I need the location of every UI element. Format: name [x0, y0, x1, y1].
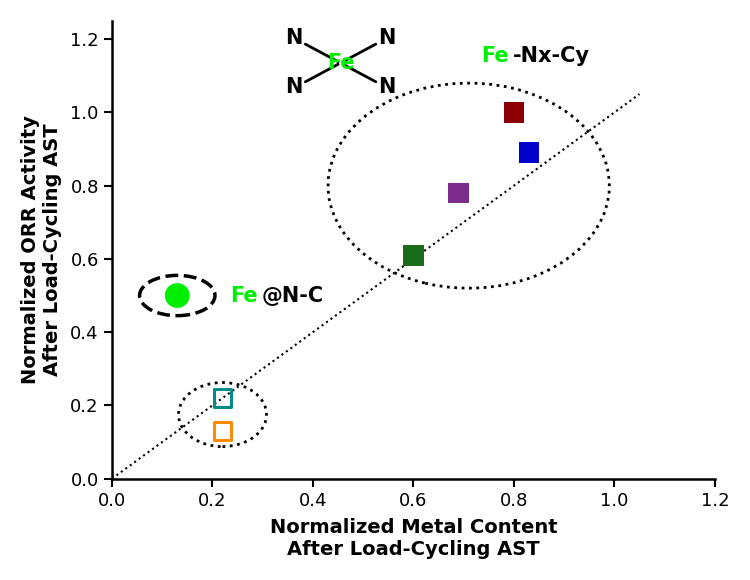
Text: @N-C: @N-C [261, 285, 323, 306]
Point [523, 148, 535, 157]
Text: N: N [285, 78, 302, 97]
Point [217, 426, 229, 436]
Text: N: N [285, 28, 302, 48]
Point [508, 108, 520, 117]
Text: Fe: Fe [482, 46, 508, 66]
Point [217, 393, 229, 403]
Text: Fe: Fe [230, 285, 258, 306]
Y-axis label: Normalized ORR Activity
After Load-Cycling AST: Normalized ORR Activity After Load-Cycli… [21, 115, 62, 384]
Text: N: N [379, 78, 396, 97]
X-axis label: Normalized Metal Content
After Load-Cycling AST: Normalized Metal Content After Load-Cycl… [269, 518, 557, 559]
Point [453, 188, 465, 198]
Point [407, 251, 419, 260]
Point [171, 291, 183, 300]
Text: N: N [379, 28, 396, 48]
Text: Fe: Fe [327, 53, 355, 73]
Text: -Nx-Cy: -Nx-Cy [512, 46, 590, 66]
